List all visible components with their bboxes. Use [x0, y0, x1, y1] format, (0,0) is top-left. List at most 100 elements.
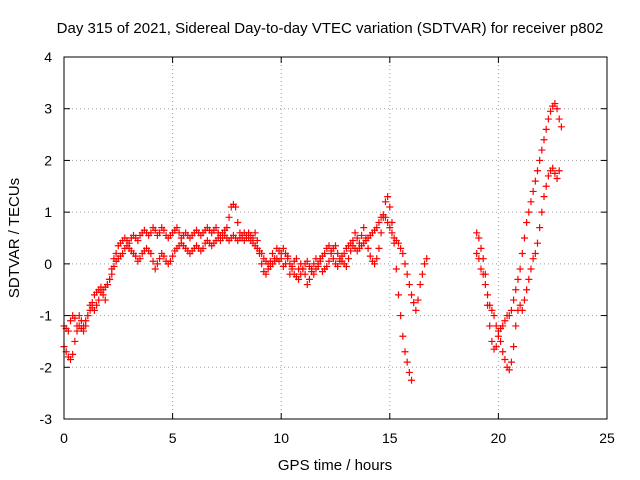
data-point [64, 327, 72, 335]
data-point [132, 252, 140, 260]
data-point [518, 306, 526, 314]
x-tick-label: 20 [491, 430, 507, 446]
data-point [399, 250, 407, 258]
data-point [156, 229, 164, 237]
y-tick-label: -1 [40, 308, 53, 324]
data-point [340, 250, 348, 258]
data-point [69, 350, 77, 358]
data-point [555, 167, 563, 175]
y-tick-label: -2 [40, 359, 53, 375]
data-point [375, 244, 383, 252]
data-point [405, 281, 413, 289]
data-point [364, 244, 372, 252]
data-point [501, 356, 509, 364]
data-point [392, 265, 400, 273]
data-point [297, 270, 305, 278]
data-point [414, 296, 422, 304]
data-point [303, 281, 311, 289]
data-point [95, 296, 103, 304]
data-point [514, 275, 522, 283]
data-point [119, 250, 127, 258]
y-tick-label: 1 [44, 204, 52, 220]
data-point [484, 291, 492, 299]
data-point [497, 337, 505, 345]
data-point [486, 322, 494, 330]
data-point [421, 260, 429, 268]
data-point [499, 348, 507, 356]
data-point [299, 265, 307, 273]
series-branch-C [473, 100, 565, 335]
data-point [101, 296, 109, 304]
data-point [334, 262, 342, 270]
data-point [75, 312, 83, 320]
data-point [321, 250, 329, 258]
data-point [553, 175, 561, 183]
data-point [394, 239, 402, 247]
data-point [67, 317, 75, 325]
data-point [67, 356, 75, 364]
data-point [527, 265, 535, 273]
data-point [557, 123, 565, 131]
data-point [551, 169, 559, 177]
data-point [505, 366, 513, 374]
data-point [258, 250, 266, 258]
data-point [325, 242, 333, 250]
data-point [371, 260, 379, 268]
data-point [314, 260, 322, 268]
data-point [492, 343, 500, 351]
data-point [523, 286, 531, 294]
data-point [527, 198, 535, 206]
data-point [388, 229, 396, 237]
data-point [494, 332, 502, 340]
data-point [538, 146, 546, 154]
data-point [345, 255, 353, 263]
data-point [520, 234, 528, 242]
data-point [492, 322, 500, 330]
data-point [73, 327, 81, 335]
data-point [510, 296, 518, 304]
data-point [108, 270, 116, 278]
data-point [225, 213, 233, 221]
data-point [147, 250, 155, 258]
data-point [110, 262, 118, 270]
data-point [531, 250, 539, 258]
data-point [93, 301, 101, 309]
y-tick-label: 3 [44, 101, 52, 117]
data-point [253, 237, 261, 245]
data-point [512, 286, 520, 294]
data-point [353, 234, 361, 242]
data-point [303, 257, 311, 265]
data-point [488, 306, 496, 314]
data-point [325, 257, 333, 265]
data-point [381, 198, 389, 206]
data-point [386, 224, 394, 232]
data-point [286, 260, 294, 268]
data-point [327, 247, 335, 255]
data-point [90, 306, 98, 314]
data-point [507, 358, 515, 366]
data-point [418, 270, 426, 278]
data-point [153, 260, 161, 268]
data-point [516, 301, 524, 309]
data-point [475, 234, 483, 242]
data-point [525, 275, 533, 283]
data-point [381, 213, 389, 221]
data-point [288, 265, 296, 273]
data-point [490, 312, 498, 320]
y-tick-label: 4 [44, 49, 52, 65]
data-point [408, 291, 416, 299]
data-point [212, 224, 220, 232]
data-point [312, 265, 320, 273]
data-point [373, 255, 381, 263]
data-point [160, 226, 168, 234]
x-axis-label: GPS time / hours [278, 457, 392, 474]
data-point [80, 327, 88, 335]
data-point [540, 193, 548, 201]
series-branch-D [473, 164, 563, 374]
data-point [342, 262, 350, 270]
data-point [332, 242, 339, 250]
data-point [103, 281, 111, 289]
data-point [394, 291, 402, 299]
chart-title: Day 315 of 2021, Sidereal Day-to-day VTE… [57, 20, 604, 37]
data-point [347, 247, 355, 255]
